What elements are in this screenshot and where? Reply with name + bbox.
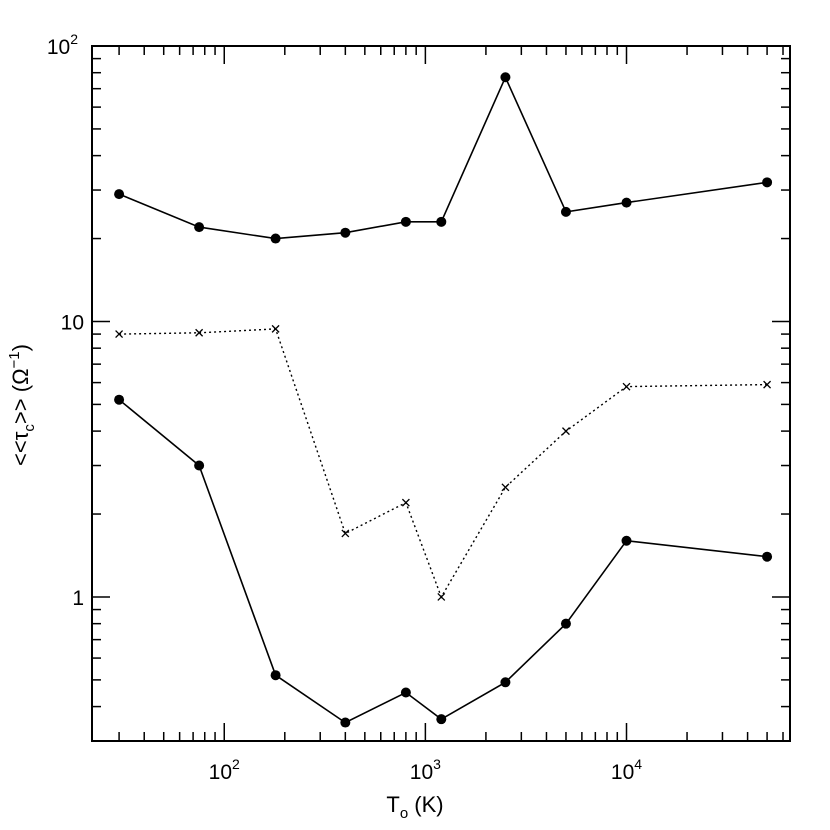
data-point — [340, 717, 351, 728]
x-tick-label: 103 — [410, 756, 441, 784]
series-line — [118, 75, 768, 240]
y-tick-label: 1 — [72, 587, 84, 610]
y-tick-label-base: 10 — [47, 36, 70, 59]
data-point — [763, 380, 772, 389]
y-tick-label-base: 1 — [72, 587, 84, 610]
cross-stroke — [763, 380, 772, 389]
data-point — [400, 687, 411, 698]
data-point — [560, 618, 571, 629]
data-point — [340, 227, 351, 238]
x-axis-label: To (K) — [386, 792, 443, 822]
series-1 — [114, 72, 773, 244]
data-point — [437, 592, 446, 601]
series-3 — [114, 394, 773, 728]
data-point — [560, 206, 571, 217]
data-point — [114, 189, 125, 200]
data-point — [622, 382, 631, 391]
data-point — [195, 328, 204, 337]
y-axis-label-main: <<τ — [8, 431, 33, 466]
data-point — [501, 483, 510, 492]
data-point — [270, 233, 281, 244]
y-tick-label: 102 — [47, 31, 78, 59]
y-axis-label-tail: >> (Ω — [8, 368, 33, 424]
cross-stroke — [501, 483, 510, 492]
data-point — [341, 529, 350, 538]
series-line — [119, 328, 768, 599]
data-point — [194, 222, 205, 233]
y-axis-label-sup: −1 — [6, 351, 23, 368]
data-point — [621, 197, 632, 208]
cross-stroke — [195, 328, 204, 337]
data-point — [500, 72, 511, 83]
data-point — [271, 324, 280, 333]
x-tick-label: 102 — [209, 756, 240, 784]
x-axis-label-unit: (K) — [408, 792, 443, 817]
cross-stroke — [341, 529, 350, 538]
cross-stroke — [622, 382, 631, 391]
data-point — [762, 177, 773, 188]
plot-frame — [91, 45, 791, 742]
data-point — [561, 427, 570, 436]
x-tick-label-exp: 3 — [433, 756, 441, 772]
data-point — [114, 394, 125, 405]
x-tick-label-exp: 2 — [232, 756, 240, 772]
x-tick-label-base: 10 — [410, 761, 433, 784]
y-axis-label-close: ) — [8, 344, 33, 351]
data-point — [401, 498, 410, 507]
x-tick-label: 104 — [611, 756, 642, 784]
data-point — [436, 714, 447, 725]
data-point — [115, 330, 124, 339]
data-point — [621, 535, 632, 546]
data-point — [436, 216, 447, 227]
x-axis-label-sub: o — [400, 805, 408, 822]
y-axis-label: <<τc>> (Ω−1) — [6, 344, 38, 466]
data-point — [194, 460, 205, 471]
cross-stroke — [401, 498, 410, 507]
series-2 — [115, 324, 772, 601]
x-axis-label-main: T — [386, 792, 399, 817]
data-point — [762, 551, 773, 562]
y-tick-label-exp: 2 — [70, 31, 78, 47]
cross-stroke — [561, 427, 570, 436]
series-layer — [114, 72, 773, 728]
series-line — [118, 399, 768, 724]
data-point — [500, 677, 511, 688]
data-point — [270, 670, 281, 681]
data-point — [400, 216, 411, 227]
cross-stroke — [271, 324, 280, 333]
x-tick-label-exp: 4 — [634, 756, 642, 772]
y-axis-label-sub: c — [21, 424, 38, 432]
x-tick-label-base: 10 — [611, 761, 634, 784]
cross-stroke — [115, 330, 124, 339]
x-tick-label-base: 10 — [209, 761, 232, 784]
cross-stroke — [437, 592, 446, 601]
y-tick-label-base: 10 — [61, 311, 84, 334]
y-tick-label: 10 — [61, 311, 84, 334]
